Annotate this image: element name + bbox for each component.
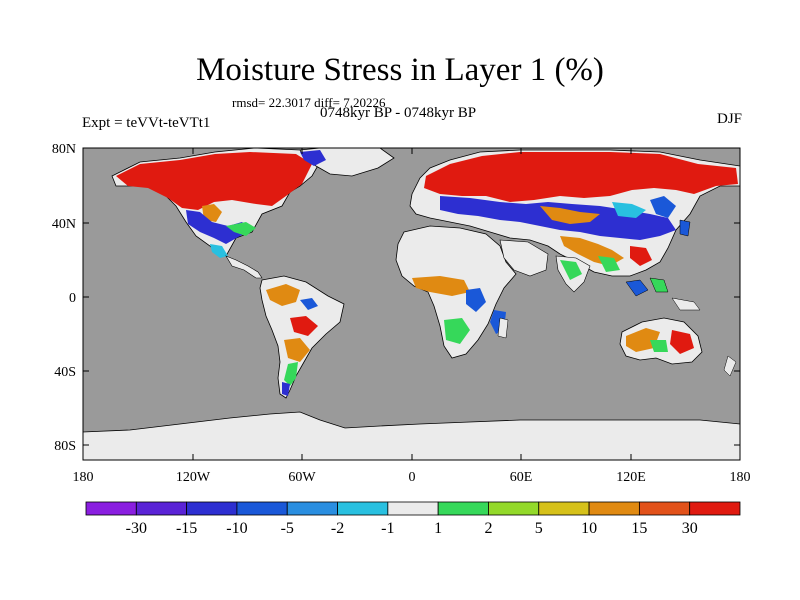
- lon-tick-label: 120W: [176, 470, 211, 485]
- colorbar-swatch: [186, 501, 238, 516]
- colorbar-label: -2: [331, 520, 344, 537]
- land-layer: [83, 148, 740, 460]
- lon-tick-label: 0: [409, 470, 416, 485]
- colorbar-swatch: [689, 501, 741, 516]
- colorbar-swatch: [488, 501, 540, 516]
- colorbar-swatch: [337, 501, 389, 516]
- tick-marks: [82, 147, 741, 460]
- colorbar-label: -5: [281, 520, 294, 537]
- season-label: DJF: [716, 111, 742, 127]
- colorbar-swatch: [437, 501, 489, 516]
- colorbar-swatch: [286, 501, 338, 516]
- lon-tick-label: 120E: [616, 470, 646, 485]
- colorbar-swatch: [85, 501, 137, 516]
- period-label: 0748kyr BP - 0748kyr BP: [320, 105, 477, 121]
- map-title: Moisture Stress in Layer 1 (%): [196, 52, 604, 88]
- colorbar-label: 5: [535, 520, 543, 537]
- lat-tick-label: 40S: [54, 365, 76, 380]
- colorbar-label: 10: [581, 520, 597, 537]
- colorbar-swatch: [638, 501, 691, 516]
- colorbar-label: -30: [126, 520, 147, 537]
- colorbar-swatch: [387, 501, 439, 516]
- colorbar-label: -10: [226, 520, 247, 537]
- colorbar-swatch: [236, 501, 288, 516]
- stats-line: rmsd= 22.3017 diff= 7.20226: [232, 95, 386, 110]
- colorbar-label: -1: [381, 520, 394, 537]
- colorbar-label: 1: [434, 520, 442, 537]
- colorbar-label: 15: [631, 520, 647, 537]
- lon-tick-label: 180: [730, 470, 751, 485]
- colorbar-label: 30: [682, 520, 698, 537]
- colorbar-swatch: [588, 501, 640, 516]
- lat-tick-label: 80S: [54, 439, 76, 454]
- experiment-label: Expt = teVVt-teVTt1: [82, 115, 211, 131]
- colorbar-label: 2: [484, 520, 492, 537]
- colorbar-label: -15: [176, 520, 197, 537]
- antarctica: [83, 411, 740, 460]
- lat-tick-label: 80N: [52, 142, 76, 157]
- colorbar-swatch: [538, 501, 590, 516]
- lon-tick-label: 60W: [288, 470, 316, 485]
- colorbar: -30 -15 -10 -5 -2 -1 1 2 5 10 15 30: [85, 501, 741, 537]
- lat-tick-label: 0: [69, 291, 76, 306]
- colorbar-swatch: [135, 501, 188, 516]
- lon-tick-label: 60E: [510, 470, 533, 485]
- south-america: [259, 275, 345, 399]
- lon-tick-label: 180: [73, 470, 94, 485]
- lat-tick-label: 40N: [52, 217, 76, 232]
